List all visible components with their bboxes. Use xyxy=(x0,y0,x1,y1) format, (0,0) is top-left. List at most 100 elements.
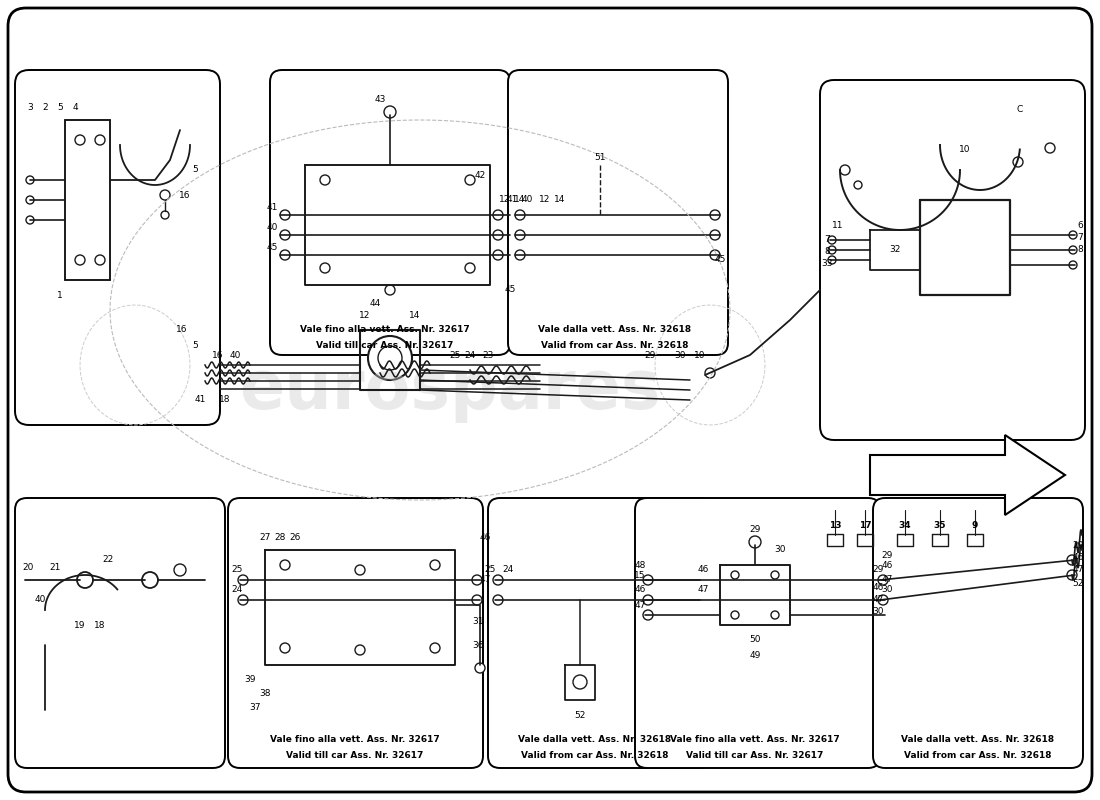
Text: 24: 24 xyxy=(464,350,475,359)
Text: 36: 36 xyxy=(472,641,484,650)
Text: 49: 49 xyxy=(749,650,761,659)
Circle shape xyxy=(705,368,715,378)
Text: Valid from car Ass. Nr. 32618: Valid from car Ass. Nr. 32618 xyxy=(541,341,689,350)
Circle shape xyxy=(95,135,104,145)
Circle shape xyxy=(732,611,739,619)
Circle shape xyxy=(378,346,402,370)
Text: 34: 34 xyxy=(899,521,911,530)
Circle shape xyxy=(472,595,482,605)
Text: 9: 9 xyxy=(971,521,978,530)
Text: 18: 18 xyxy=(219,395,231,405)
Text: 19: 19 xyxy=(75,621,86,630)
Text: 52: 52 xyxy=(1072,578,1084,587)
Text: 2: 2 xyxy=(42,103,47,113)
Circle shape xyxy=(465,175,475,185)
Text: 29: 29 xyxy=(881,550,893,559)
Circle shape xyxy=(515,210,525,220)
FancyBboxPatch shape xyxy=(228,498,483,768)
Text: 8: 8 xyxy=(824,247,829,257)
Circle shape xyxy=(320,175,330,185)
Circle shape xyxy=(1067,555,1077,565)
Text: Valid till car Ass. Nr. 32617: Valid till car Ass. Nr. 32617 xyxy=(317,341,453,350)
Text: 46: 46 xyxy=(697,566,708,574)
Text: 7: 7 xyxy=(1077,233,1082,242)
Text: 14: 14 xyxy=(409,310,420,319)
Text: 30: 30 xyxy=(872,607,883,617)
Circle shape xyxy=(280,230,290,240)
Text: 10: 10 xyxy=(694,350,706,359)
Text: 21: 21 xyxy=(50,563,60,573)
Text: Vale fino alla vett. Ass. Nr. 32617: Vale fino alla vett. Ass. Nr. 32617 xyxy=(670,735,840,745)
FancyBboxPatch shape xyxy=(15,498,225,768)
Circle shape xyxy=(644,610,653,620)
Circle shape xyxy=(1069,246,1077,254)
Text: 26: 26 xyxy=(289,533,300,542)
Circle shape xyxy=(515,250,525,260)
Text: 25: 25 xyxy=(449,350,461,359)
Circle shape xyxy=(320,263,330,273)
Circle shape xyxy=(877,595,887,605)
Circle shape xyxy=(95,255,104,265)
Circle shape xyxy=(692,595,702,605)
Circle shape xyxy=(142,572,158,588)
FancyBboxPatch shape xyxy=(15,70,220,425)
Circle shape xyxy=(771,611,779,619)
Circle shape xyxy=(384,106,396,118)
Text: 30: 30 xyxy=(881,586,893,594)
Text: 10: 10 xyxy=(959,146,970,154)
Text: 29: 29 xyxy=(749,526,761,534)
Circle shape xyxy=(493,210,503,220)
Text: 47: 47 xyxy=(480,575,491,585)
Text: 16: 16 xyxy=(179,190,190,199)
Text: 50: 50 xyxy=(749,635,761,645)
Text: 45: 45 xyxy=(266,243,277,253)
Text: 41: 41 xyxy=(195,395,206,405)
Text: Vale fino alla vett. Ass. Nr. 32617: Vale fino alla vett. Ass. Nr. 32617 xyxy=(271,735,440,745)
Text: 12: 12 xyxy=(539,195,551,205)
Circle shape xyxy=(828,236,836,244)
Circle shape xyxy=(771,571,779,579)
Text: 46: 46 xyxy=(872,583,883,593)
Text: Valid till car Ass. Nr. 32617: Valid till car Ass. Nr. 32617 xyxy=(286,750,424,759)
Text: 6: 6 xyxy=(1077,221,1082,230)
Text: 22: 22 xyxy=(102,555,113,565)
Text: 46: 46 xyxy=(881,561,893,570)
Text: 37: 37 xyxy=(250,702,261,711)
Circle shape xyxy=(861,536,869,544)
Text: 5: 5 xyxy=(192,341,198,350)
Text: 46: 46 xyxy=(635,586,646,594)
Circle shape xyxy=(1067,570,1077,580)
Text: 46: 46 xyxy=(1072,554,1084,562)
FancyBboxPatch shape xyxy=(635,498,880,768)
Text: 3: 3 xyxy=(28,103,33,113)
Text: 45: 45 xyxy=(504,286,516,294)
Text: 47: 47 xyxy=(1072,566,1084,574)
Circle shape xyxy=(710,230,720,240)
Text: 47: 47 xyxy=(635,601,646,610)
Text: 28: 28 xyxy=(274,533,286,542)
Text: Valid from car Ass. Nr. 32618: Valid from car Ass. Nr. 32618 xyxy=(521,750,669,759)
FancyBboxPatch shape xyxy=(8,8,1092,792)
Text: 4: 4 xyxy=(73,103,78,113)
Circle shape xyxy=(830,536,839,544)
Text: 14: 14 xyxy=(554,195,565,205)
Circle shape xyxy=(840,165,850,175)
Text: 45: 45 xyxy=(714,255,726,265)
Text: 42: 42 xyxy=(474,170,485,179)
Circle shape xyxy=(1045,143,1055,153)
Text: 5: 5 xyxy=(192,166,198,174)
Text: 14: 14 xyxy=(515,195,526,205)
Text: 16: 16 xyxy=(212,350,223,359)
Circle shape xyxy=(878,595,888,605)
Text: 41: 41 xyxy=(266,203,277,213)
Text: 13: 13 xyxy=(828,521,842,530)
Circle shape xyxy=(385,285,395,295)
Text: 27: 27 xyxy=(260,533,271,542)
Circle shape xyxy=(710,250,720,260)
Text: 47: 47 xyxy=(881,575,893,585)
FancyBboxPatch shape xyxy=(873,498,1084,768)
Text: 46: 46 xyxy=(480,533,491,542)
Text: 40: 40 xyxy=(34,595,46,605)
Circle shape xyxy=(280,250,290,260)
Circle shape xyxy=(644,595,653,605)
